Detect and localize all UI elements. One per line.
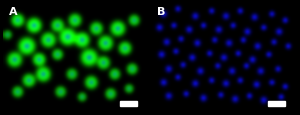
- Text: A: A: [9, 7, 17, 17]
- Bar: [120, 101, 137, 106]
- Bar: [268, 101, 286, 106]
- Text: B: B: [157, 7, 166, 17]
